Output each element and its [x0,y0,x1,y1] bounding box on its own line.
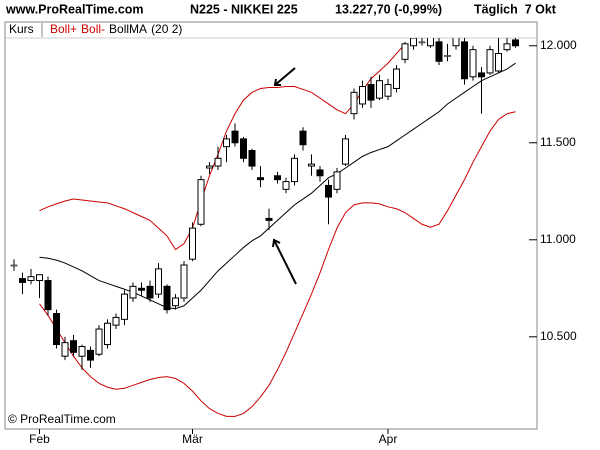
legend-entry: BollMA [109,22,147,36]
plot-area [10,38,519,417]
candle-body [248,150,256,167]
candle-body [393,68,400,89]
candle-body [189,227,196,260]
band-line [39,111,516,417]
quote: 13.227,70 (-0,99%) [335,2,442,16]
candle-body [401,43,409,60]
candle-body [129,285,137,299]
candle-body [146,285,154,299]
candle-body [78,346,86,357]
candle-body [486,49,494,74]
candle-body [384,84,392,97]
candle-body [197,179,205,225]
candle-body [512,39,519,47]
legend: Boll+ Boll- BollMA (20 2) [50,22,182,36]
arrow [272,238,297,285]
candle-body [61,342,69,357]
site: www.ProRealTime.com [5,2,144,16]
candle-body [427,38,434,47]
candle-body [333,171,341,190]
candle-body [36,274,43,282]
candle-body [155,268,162,295]
candle-body [112,316,120,326]
candle-body [444,55,451,57]
x-tick-label: Mär [182,432,203,446]
candle-body [44,280,52,311]
candle-body [495,53,502,72]
candle-body [223,138,230,148]
candle-body [138,287,145,291]
candle-body [359,86,366,105]
band-line [39,62,516,310]
y-tick-label: 11.500 [540,135,576,149]
axes: 10.500 11.000 11.500 12.000 Feb Mär Apr [29,38,577,446]
candle-body [180,264,188,299]
candle-body [325,184,332,198]
candle-body [418,41,426,44]
plot-frame [4,21,538,430]
candle-body [95,328,103,355]
legend-entry: Boll- [81,22,105,36]
candle-body [240,138,247,159]
y-tick-label: 10.500 [540,329,577,343]
candle-body [163,285,171,311]
candle-body [410,38,417,47]
legend-entry: Boll+ [50,22,77,36]
y-tick-label: 11.000 [540,232,576,246]
candle-body [121,293,128,320]
legend-params: (20 2) [151,22,182,36]
y-tick-label: 12.000 [540,38,577,52]
candle-body [172,297,179,307]
band-line [39,43,406,251]
legend-candle: Kurs [9,22,34,36]
candle-body [265,217,273,221]
candle-body [469,49,477,78]
candle-body [503,43,511,51]
candle-body [367,84,375,101]
candle-body [478,72,485,78]
candle-body [308,163,315,167]
candle-body [299,130,307,146]
candle-body [376,80,383,99]
candle-body [19,278,26,283]
candle-body [342,138,349,165]
arrow [273,67,296,86]
candle-body [53,313,60,346]
candle-body [10,264,18,267]
candle-body [274,175,281,181]
candle-body [257,177,264,181]
candle-body [291,157,298,183]
candle-body [27,276,35,282]
footer: © ProRealTime.com [8,412,116,426]
candle-body [87,349,94,361]
instrument: N225 - NIKKEI 225 [190,2,298,16]
candle-body [214,157,222,167]
candle-body [70,340,77,353]
candle-body [452,38,460,47]
period: Täglich 7 Okt [474,2,557,16]
candle-body [231,130,239,144]
candle-body [461,41,468,80]
candle-body [206,165,213,169]
candle-body [316,169,324,177]
candle-body [350,91,358,115]
x-tick-label: Feb [29,432,50,446]
candle-body [282,181,290,190]
x-tick-label: Apr [379,432,398,446]
candle-body [435,41,443,62]
candle-body [104,322,111,346]
